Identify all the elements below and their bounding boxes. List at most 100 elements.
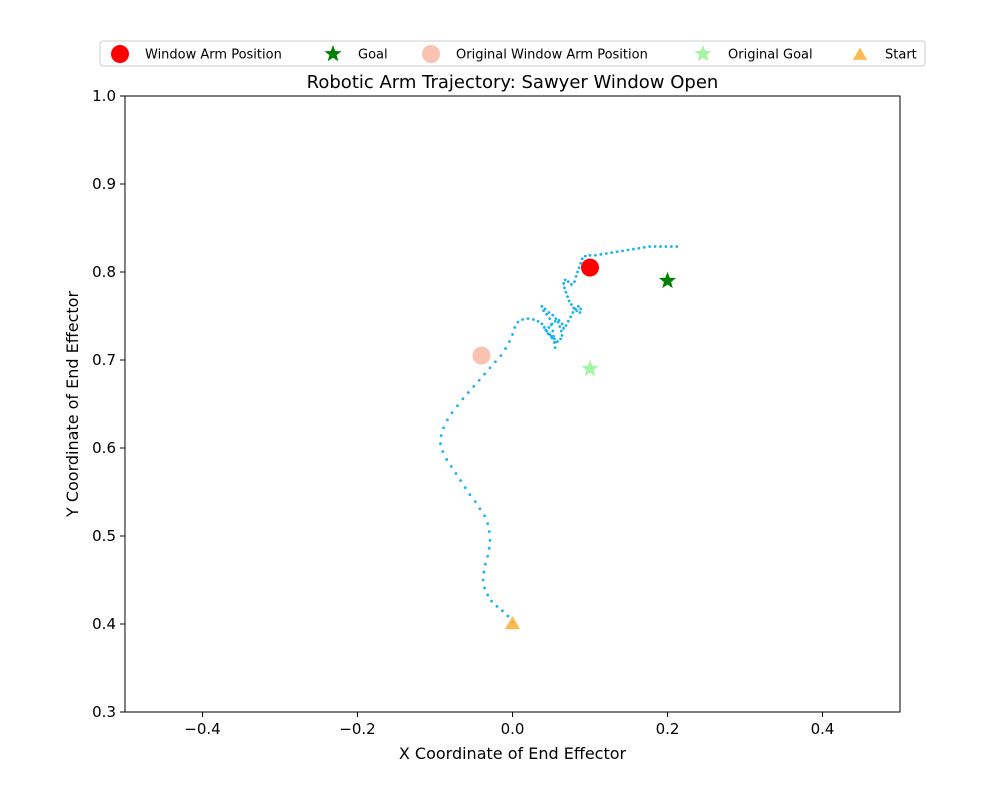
trajectory-point — [669, 245, 673, 248]
trajectory-point — [463, 486, 467, 489]
legend-start-label: Start — [885, 48, 917, 63]
trajectory-point — [567, 299, 571, 303]
start-marker — [504, 616, 521, 630]
y-tick-label: 0.3 — [92, 703, 116, 721]
trajectory-point — [569, 315, 573, 319]
plot-area — [125, 96, 900, 712]
trajectory-point — [450, 411, 454, 415]
trajectory-point — [441, 450, 445, 453]
legend-original-goal-label: Original Goal — [728, 48, 813, 63]
trajectory-point — [563, 286, 566, 290]
trajectory-point — [571, 311, 575, 314]
trajectory-point — [566, 295, 569, 299]
legend-start-swatch — [852, 47, 868, 60]
trajectory-point — [545, 312, 548, 316]
trajectory-point — [562, 326, 566, 330]
trajectory-point — [566, 280, 570, 284]
trajectory-point — [439, 434, 443, 438]
trajectory-point — [542, 326, 546, 329]
trajectory-point — [487, 546, 491, 550]
trajectory-point — [653, 245, 657, 248]
legend-window-arm-position-label: Window Arm Position — [145, 48, 282, 63]
trajectory-point — [575, 309, 579, 313]
trajectory-point — [513, 326, 517, 329]
trajectory-point — [610, 251, 614, 255]
trajectory-point — [508, 340, 511, 343]
x-tick-label: 0.4 — [811, 720, 835, 738]
trajectory-point — [540, 322, 544, 326]
trajectory-point — [557, 319, 561, 322]
legend-goal-swatch — [324, 45, 342, 62]
trajectory-point — [637, 246, 641, 250]
y-axis-label: Y Coordinate of End Effector — [63, 291, 82, 518]
trajectory-point — [454, 472, 458, 475]
trajectory-point — [626, 248, 630, 252]
trajectory-point — [564, 290, 568, 294]
trajectory-point — [487, 530, 491, 533]
trajectory-point — [544, 328, 548, 332]
trajectory-point — [543, 307, 547, 311]
trajectory-point — [580, 257, 584, 261]
x-tick-label: 0.0 — [501, 720, 525, 738]
trajectory-point — [488, 539, 492, 542]
original-window-arm-position-marker — [472, 346, 491, 365]
trajectory-point — [579, 261, 583, 265]
trajectory-point — [615, 250, 619, 254]
trajectory-point — [560, 322, 564, 326]
window-arm-position-marker — [581, 258, 599, 277]
trajectory-point — [552, 334, 555, 338]
trajectory-point — [478, 507, 482, 511]
trajectory-point — [482, 570, 486, 574]
legend-items: Window Arm Position Goal Original Window A… — [111, 45, 917, 63]
trajectory-point — [483, 372, 486, 376]
y-tick-label: 0.7 — [92, 351, 116, 369]
y-tick-label: 0.8 — [92, 263, 116, 281]
legend-goal-label: Goal — [358, 48, 388, 63]
legend-original-window-arm-position-swatch — [422, 45, 440, 63]
trajectory-point — [558, 325, 562, 328]
trajectory-point — [556, 340, 559, 343]
trajectory-point — [594, 253, 597, 257]
legend-original-goal-swatch — [694, 45, 712, 62]
trajectory-point — [551, 329, 555, 333]
trajectory-point — [572, 306, 576, 310]
y-tick-label: 0.9 — [92, 175, 116, 193]
trajectory-point — [456, 404, 459, 408]
trajectory-point — [490, 599, 493, 603]
trajectory-point — [547, 311, 551, 314]
trajectory-point — [499, 354, 503, 357]
trajectory-point — [546, 332, 550, 335]
trajectory-series — [439, 245, 679, 624]
legend-window-arm-position-swatch — [111, 45, 129, 63]
y-tick-label: 0.6 — [92, 439, 116, 457]
trajectory-point — [461, 397, 465, 401]
plot-frame — [124, 95, 901, 713]
trajectory-point — [445, 458, 449, 461]
trajectory-point — [532, 318, 535, 321]
trajectory-point — [449, 465, 453, 468]
legend: Window Arm Position Goal Original Window A… — [99, 40, 926, 67]
trajectory-point — [553, 346, 557, 350]
trajectory-point — [486, 554, 490, 558]
trajectory-point — [604, 252, 608, 255]
trajectory-point — [468, 493, 472, 497]
trajectory-point — [540, 304, 544, 308]
trajectory-point — [642, 245, 646, 249]
trajectory-point — [566, 319, 570, 323]
trajectory-point — [547, 326, 551, 329]
trajectory-point — [675, 245, 679, 248]
trajectory-point — [570, 303, 573, 306]
legend-original-window-arm-position-label: Original Window Arm Position — [456, 48, 648, 63]
trajectory-point — [442, 426, 445, 430]
trajectory-point — [549, 334, 553, 338]
point-markers — [472, 258, 677, 630]
trajectory-point — [472, 385, 476, 388]
axis-ticks: −0.4 −0.2 0.0 0.2 0.4 0.3 0.4 0.5 0.6 0.7 0.8 0.9 1.… — [92, 87, 834, 738]
trajectory-point — [501, 609, 504, 613]
trajectory-point — [574, 275, 578, 278]
trajectory-point — [550, 322, 554, 326]
y-tick-label: 1.0 — [92, 87, 116, 105]
trajectory-point — [664, 245, 668, 248]
trajectory-point — [486, 522, 490, 526]
